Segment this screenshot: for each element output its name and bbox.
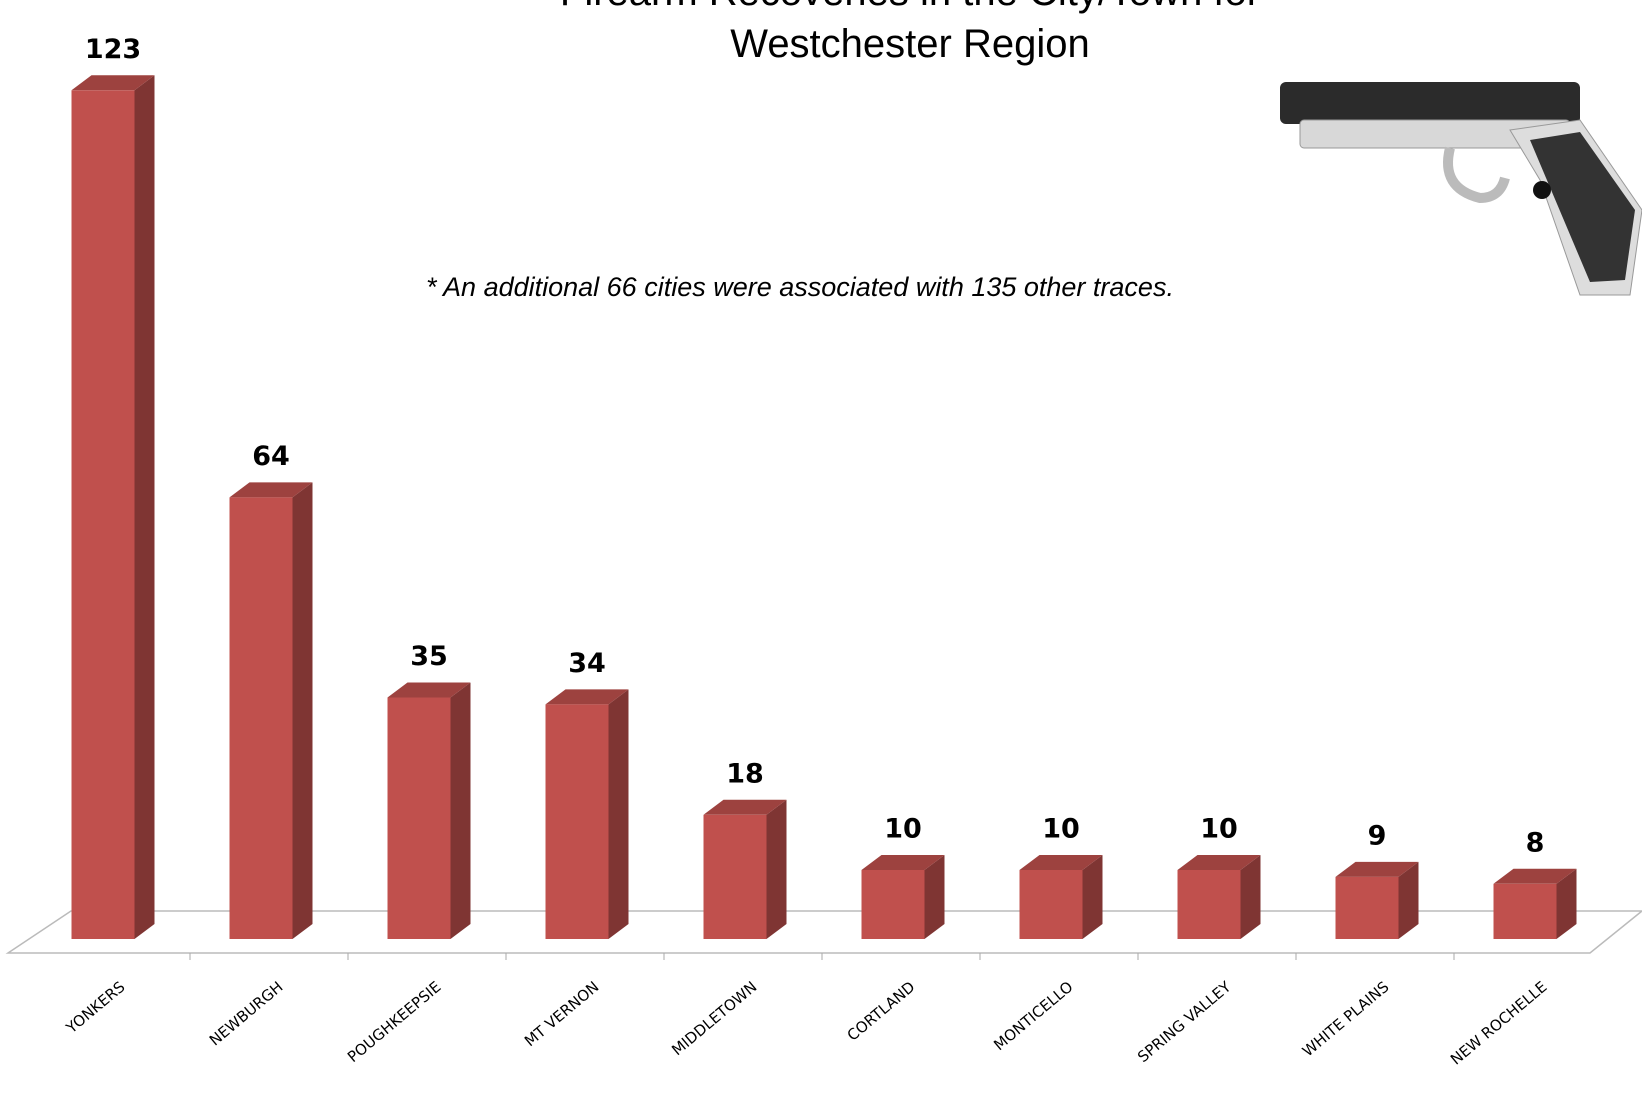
bar xyxy=(1019,870,1083,939)
bar-side xyxy=(292,482,313,939)
bar xyxy=(861,870,925,939)
data-label: 9 xyxy=(1368,820,1387,851)
bar-top xyxy=(703,799,787,815)
bar-side xyxy=(1240,855,1261,939)
chart-title: Firearm Recoveries in the City/Town for … xyxy=(560,0,1260,66)
x-tick-label: NEW ROCHELLE xyxy=(1447,978,1550,1069)
bar-top xyxy=(1019,855,1103,870)
data-label: 18 xyxy=(726,758,764,789)
data-label: 10 xyxy=(1042,814,1080,845)
data-label: 10 xyxy=(884,814,922,845)
x-tick-label: YONKERS xyxy=(62,978,128,1038)
bar-side xyxy=(1398,861,1419,939)
bar xyxy=(703,814,767,939)
bar xyxy=(1493,883,1557,939)
data-label: 35 xyxy=(410,641,448,672)
bar-top xyxy=(545,689,629,705)
bar-top xyxy=(1335,861,1419,877)
x-tick-label: WHITE PLAINS xyxy=(1299,978,1393,1061)
bar-side xyxy=(450,682,471,939)
bar xyxy=(1177,870,1241,939)
bar-side xyxy=(608,689,629,939)
bar xyxy=(71,90,135,940)
bar-top xyxy=(1177,855,1261,870)
x-tick-label: MONTICELLO xyxy=(990,978,1076,1054)
bar xyxy=(1335,876,1399,939)
bar xyxy=(545,704,609,939)
bar-top xyxy=(861,855,945,870)
data-label: 123 xyxy=(85,34,141,65)
bar-top xyxy=(229,482,313,498)
x-tick-label: CORTLAND xyxy=(844,978,919,1045)
bar-top xyxy=(1493,868,1577,884)
bar-side xyxy=(134,75,155,940)
bar-side xyxy=(924,855,945,939)
bar xyxy=(229,497,293,939)
bar-top xyxy=(387,682,471,698)
data-label: 64 xyxy=(252,441,290,472)
x-tick-label: POUGHKEEPSIE xyxy=(344,978,444,1066)
annotation: * An additional 66 cities were associate… xyxy=(426,272,1174,302)
bar-top xyxy=(71,75,155,91)
data-label: 10 xyxy=(1200,814,1238,845)
bar xyxy=(387,697,451,939)
x-tick-label: NEWBURGH xyxy=(206,978,287,1050)
x-tick-label: MIDDLETOWN xyxy=(668,978,760,1059)
bar-side xyxy=(1082,855,1103,939)
x-tick-label: MT VERNON xyxy=(521,978,603,1050)
bar-side xyxy=(1556,868,1577,939)
data-label: 8 xyxy=(1526,827,1545,858)
bar-side xyxy=(766,799,787,939)
x-tick-label: SPRING VALLEY xyxy=(1134,977,1235,1066)
pistol-icon xyxy=(1280,82,1642,296)
data-label: 34 xyxy=(568,648,606,679)
